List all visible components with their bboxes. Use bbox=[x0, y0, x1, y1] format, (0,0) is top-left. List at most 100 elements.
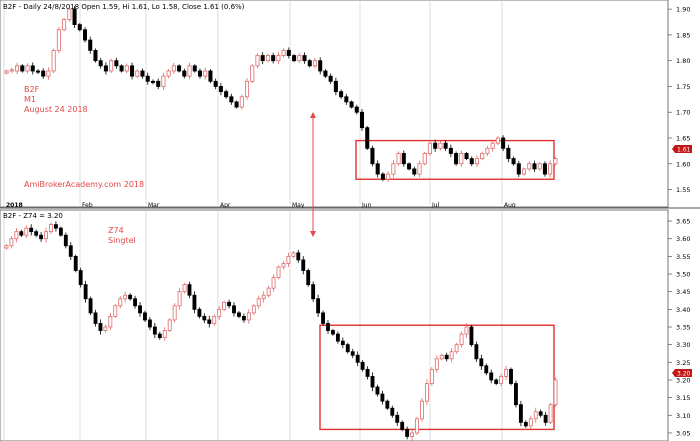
top-candle bbox=[359, 109, 365, 131]
top-candle bbox=[276, 51, 281, 65]
bottom-y-tick-label: 3.45 bbox=[676, 288, 690, 296]
bottom-candle bbox=[518, 400, 523, 427]
top-candle bbox=[307, 59, 312, 68]
top-candle bbox=[401, 150, 406, 167]
bottom-candle bbox=[246, 309, 251, 324]
bottom-candle bbox=[474, 341, 479, 362]
bottom-y-tick-label: 3.65 bbox=[676, 218, 690, 226]
x-tick-label: 2018 bbox=[6, 202, 23, 209]
bottom-candle bbox=[499, 373, 504, 387]
bottom-candle bbox=[321, 310, 325, 326]
top-candle bbox=[46, 67, 51, 80]
bottom-candle bbox=[113, 304, 118, 319]
bottom-candle bbox=[98, 319, 103, 335]
top-candle bbox=[532, 160, 537, 173]
bottom-y-axis: 3.05 3.10 3.15 3.20 3.25 3.30 3.35 3.40 3.45 3.50… bbox=[668, 218, 690, 437]
top-candle bbox=[197, 68, 203, 79]
top-candle bbox=[522, 167, 527, 176]
top-candle bbox=[161, 72, 166, 91]
top-candle bbox=[130, 62, 135, 80]
bottom-candle bbox=[444, 352, 449, 362]
bottom-candle bbox=[523, 420, 528, 428]
bottom-candles bbox=[4, 221, 558, 441]
bottom-candle bbox=[291, 250, 296, 259]
bottom-candle bbox=[212, 314, 217, 326]
bottom-y-tick-label: 3.55 bbox=[676, 253, 690, 261]
top-candle bbox=[124, 63, 129, 74]
bottom-candle bbox=[128, 293, 133, 301]
bottom-candle bbox=[172, 303, 177, 323]
top-candle bbox=[464, 152, 469, 161]
connector-arrow-head-top bbox=[310, 112, 316, 118]
bottom-candle bbox=[9, 236, 14, 249]
top-candle bbox=[166, 68, 171, 79]
bottom-candle bbox=[553, 377, 558, 408]
top-annotation-date: August 24 2018 bbox=[24, 105, 88, 114]
top-candle bbox=[224, 89, 229, 99]
top-candle bbox=[328, 73, 333, 85]
top-candle bbox=[265, 53, 270, 63]
bottom-candle bbox=[58, 226, 63, 237]
bottom-candle bbox=[400, 420, 405, 432]
top-candle bbox=[527, 161, 532, 172]
bottom-annotation-ticker: Z74 bbox=[108, 226, 124, 235]
bottom-candle bbox=[19, 229, 24, 238]
x-tick-label: Aug bbox=[504, 202, 516, 209]
bottom-panel: B2F - Z74 = 3.20 Z74 Singtel 3.05 3.10 3.1… bbox=[0, 209, 692, 441]
connector-arrow bbox=[310, 112, 316, 237]
top-candle bbox=[380, 172, 385, 182]
top-candle bbox=[255, 52, 260, 69]
top-candle bbox=[370, 145, 375, 167]
top-candle bbox=[25, 63, 30, 74]
bottom-candle bbox=[147, 316, 152, 331]
top-candle bbox=[354, 104, 359, 115]
top-candle bbox=[333, 77, 338, 96]
top-candle bbox=[135, 69, 140, 78]
top-candle bbox=[9, 67, 14, 74]
top-y-tick-label: 1.55 bbox=[676, 186, 690, 194]
bottom-candle bbox=[44, 227, 48, 243]
top-candle bbox=[417, 160, 422, 178]
top-candle bbox=[506, 144, 511, 163]
bottom-candle bbox=[365, 366, 370, 380]
bottom-candle bbox=[222, 300, 227, 311]
top-y-tick-label: 1.75 bbox=[676, 83, 690, 91]
bottom-candle bbox=[276, 265, 281, 280]
bottom-y-tick-label: 3.15 bbox=[676, 394, 690, 402]
top-candle bbox=[537, 162, 542, 171]
top-candle bbox=[156, 78, 161, 90]
top-candle bbox=[234, 100, 239, 109]
top-y-tick-label: 1.80 bbox=[676, 57, 690, 65]
bottom-candle bbox=[494, 378, 499, 386]
bottom-grid bbox=[3, 210, 503, 440]
bottom-candle bbox=[167, 318, 172, 333]
top-candle bbox=[119, 64, 124, 73]
top-candle bbox=[271, 52, 276, 64]
top-candle bbox=[553, 156, 558, 166]
bottom-candle bbox=[340, 337, 345, 349]
bottom-candle bbox=[202, 313, 207, 324]
top-candle bbox=[30, 62, 35, 75]
top-candle bbox=[302, 52, 307, 64]
top-candle bbox=[490, 139, 495, 152]
top-candle bbox=[312, 58, 317, 69]
top-candle bbox=[396, 151, 401, 166]
top-plot-area bbox=[0, 0, 669, 208]
top-candle bbox=[145, 72, 150, 85]
bottom-candle bbox=[355, 351, 360, 367]
top-y-tick-label: 1.70 bbox=[676, 109, 690, 117]
bottom-candle bbox=[459, 331, 464, 348]
bottom-candle bbox=[88, 296, 93, 315]
bottom-candle bbox=[103, 324, 108, 333]
top-candle bbox=[51, 48, 56, 74]
bottom-candle bbox=[533, 407, 538, 423]
top-candle bbox=[469, 156, 474, 167]
bottom-candle bbox=[29, 224, 34, 236]
bottom-price-tag-text: 3.20 bbox=[677, 371, 691, 378]
bottom-candle bbox=[410, 429, 415, 441]
top-candle bbox=[15, 62, 20, 75]
top-price-tag-shape bbox=[672, 145, 692, 153]
bottom-candle bbox=[192, 291, 197, 314]
top-candle bbox=[433, 139, 438, 152]
bottom-candle bbox=[24, 225, 29, 239]
